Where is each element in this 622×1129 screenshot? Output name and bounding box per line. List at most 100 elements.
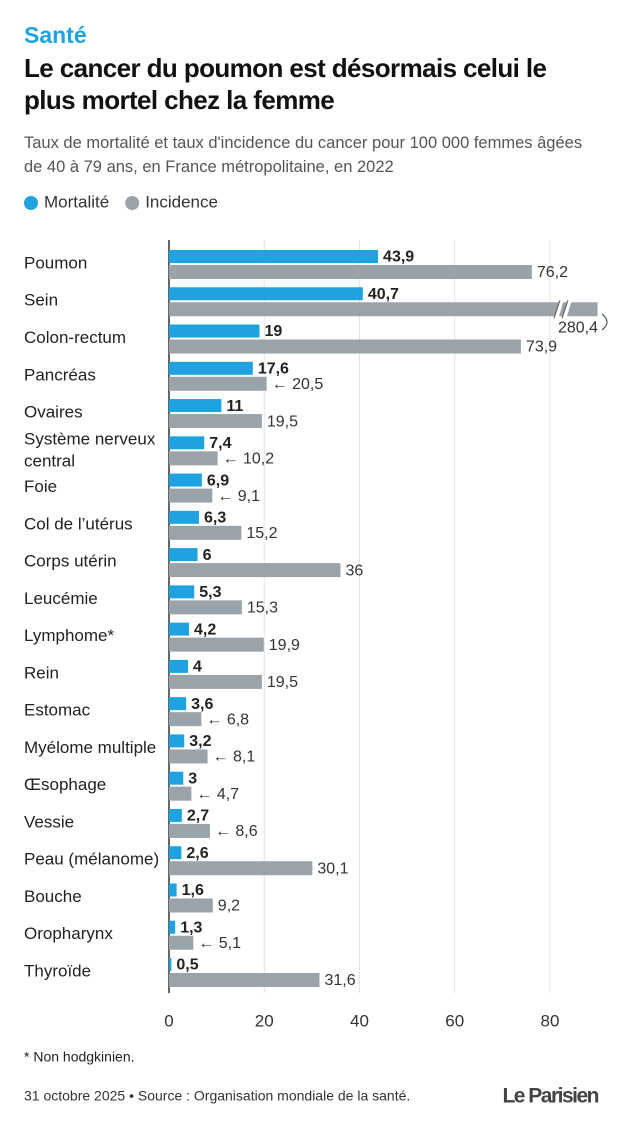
pointer-arrow [601,313,608,331]
logo: Le Parisien [502,1085,598,1108]
bar [169,548,198,562]
value-label: 19,5 [267,413,298,430]
text-line: plus mortel chez la femme [24,85,334,115]
bar [169,786,192,801]
legend-label: Incidence [145,192,218,211]
text-line: de 40 à 79 ans, en France métropolitaine… [24,158,394,176]
value-label: 17,6 [258,361,289,378]
value-label: 3,6 [191,696,213,713]
category-label: Oropharynx [24,924,113,943]
category-label: Foie [24,477,57,496]
value-label: ← 6,8 [206,711,249,728]
bar [169,883,177,897]
bar [169,861,313,876]
value-label: 3,2 [189,733,211,750]
value-label: 36 [345,562,363,579]
bar [169,510,200,524]
category-label: Œsophage [24,775,106,794]
bar [169,250,379,263]
bar [169,473,202,487]
source: 31 octobre 2025 • Source : Organisation … [24,1088,410,1104]
value-label: 9,2 [218,898,240,915]
value-label: 76,2 [537,264,568,281]
category-label: Corps utérin [24,552,117,571]
category-label: Leucémie [24,589,98,608]
value-label: 31,6 [324,972,355,989]
value-label: 0,5 [176,957,198,974]
bar [169,451,218,466]
break-mark [554,298,564,320]
value-label: 6,9 [207,472,229,489]
value-label: 6 [203,547,212,564]
value-label: ← 8,1 [213,749,256,766]
bar [169,622,190,636]
category-label: Estomac [24,701,91,720]
value-label: ← 8,6 [215,823,258,840]
bar [169,585,195,599]
bar [169,920,176,934]
value-label: 11 [226,398,243,415]
category-label: Poumon [24,253,87,272]
note: * Non hodgkinien. [24,1049,135,1065]
bar [169,846,182,860]
bar [169,771,184,785]
category-label: Vessie [24,812,74,831]
bar [169,898,213,913]
bar [169,734,185,748]
bar [169,376,267,391]
category-label: Ovaires [24,403,83,422]
category-label: Système nerveux central [24,430,156,471]
bar [169,637,264,652]
bar [169,674,262,689]
chart-subtitle: Taux de mortalité et taux d'incidence du… [24,134,582,176]
bar [169,808,182,822]
bar [169,697,187,711]
category-label: Rein [24,663,59,682]
category-label: Thyroïde [24,961,91,980]
chart-title: Le cancer du poumon est désormais celui … [24,53,547,115]
category-label: Bouche [24,887,82,906]
value-label: 15,2 [246,525,277,542]
value-label: 4 [193,659,202,676]
legend-label: Mortalité [44,192,109,211]
value-label: 280,4 [558,319,598,336]
break-mark [562,298,572,320]
value-label: 43,9 [383,249,414,266]
bar [169,302,598,317]
bar [169,600,242,615]
value-label: 15,3 [247,600,278,617]
value-label: ← 9,1 [217,488,260,505]
value-label: 19 [264,323,282,340]
text-line: Taux de mortalité et taux d'incidence du… [24,134,582,152]
legend-swatch [125,196,140,210]
bar [169,488,213,503]
bar [169,823,210,838]
bar [169,958,172,971]
value-label: 19,5 [267,674,298,691]
bar [169,324,260,338]
text-line: Système nerveux [24,430,156,449]
x-tick-label: 60 [445,1011,464,1030]
x-tick-label: 0 [164,1011,173,1030]
category-label: Peau (mélanome) [24,850,159,869]
x-tick-label: 20 [255,1011,274,1030]
bar [169,339,521,354]
text-line: central [24,452,75,471]
value-label: 5,3 [199,584,221,601]
category-label: Colon-rectum [24,328,126,347]
value-label: 4,2 [194,621,216,638]
value-label: 19,9 [269,637,300,654]
value-label: 2,7 [187,808,209,825]
value-label: ← 5,1 [198,935,241,952]
bar [169,712,202,727]
x-tick-label: 40 [350,1011,369,1030]
bar [169,436,205,450]
category-label: Myélome multiple [24,738,156,757]
legend-swatch [24,196,38,210]
value-label: 3 [188,770,197,787]
category-label: Col de l’utérus [24,514,133,533]
bar [169,287,363,301]
value-label: 2,6 [186,845,208,862]
bar [169,525,242,540]
break-mark [561,300,569,319]
